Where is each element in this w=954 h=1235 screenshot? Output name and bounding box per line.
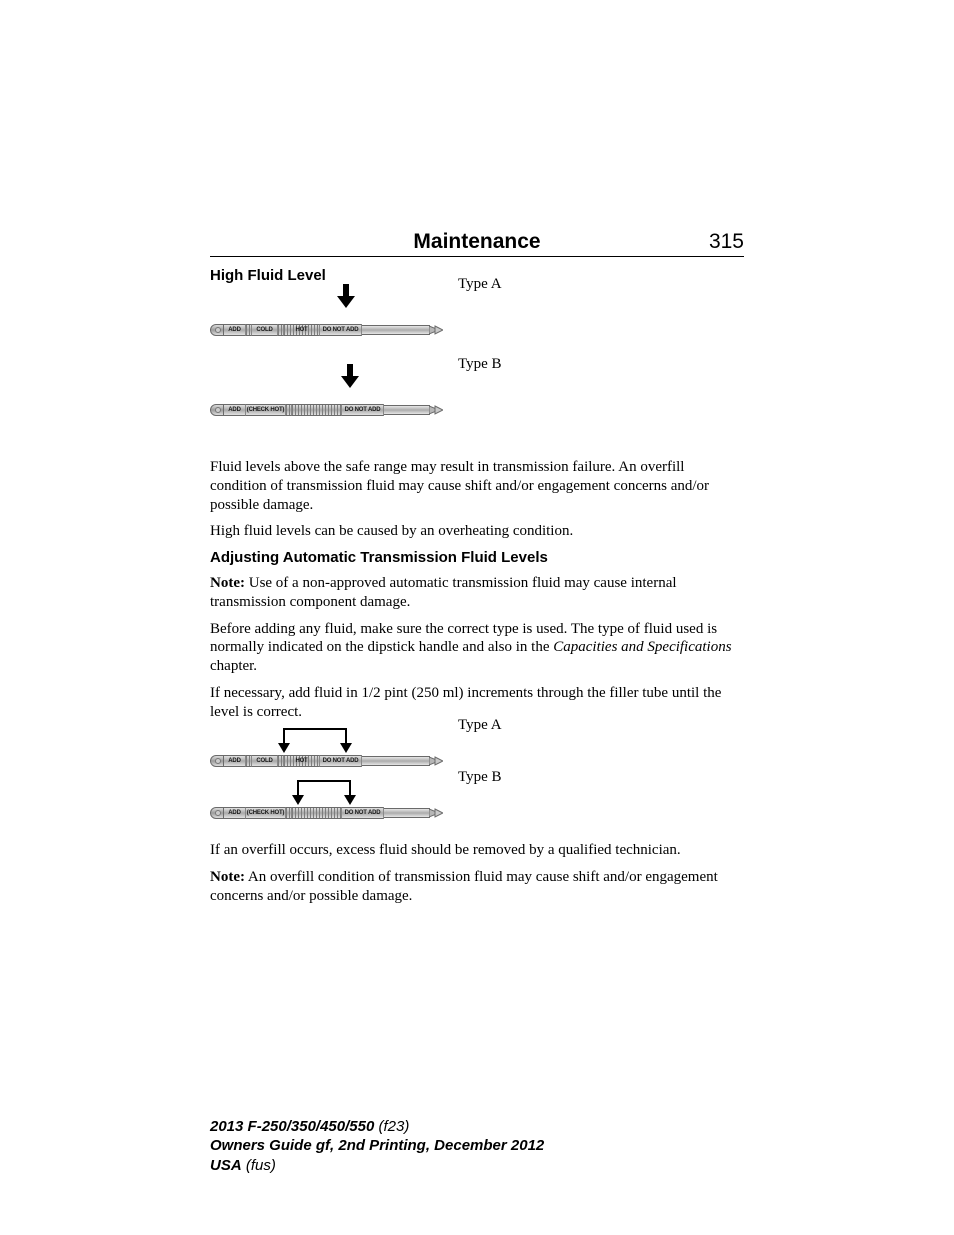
dipstick-adj-type-b: ADD(CHECK HOT) DO NOT ADD [210, 781, 442, 827]
dipstick-end [430, 757, 442, 765]
dipstick-segment: ADD [224, 755, 246, 767]
para-adj-2-italic: Capacities and Specifications [553, 639, 731, 655]
dipstick-end [430, 809, 442, 817]
footer-fus: (fus) [242, 1157, 276, 1174]
dipstick-segment: DO NOT ADD [320, 324, 362, 336]
para-high-2: High fluid levels can be caused by an ov… [210, 522, 744, 541]
dipstick-segment: HOT [284, 324, 320, 336]
dipstick-segment [292, 404, 342, 416]
dipstick-body: ADD COLD HOTDO NOT ADD [210, 324, 442, 336]
note-label: Note: [210, 575, 245, 591]
caption-adj-type-b: Type B [458, 769, 502, 786]
dipstick-segment: DO NOT ADD [320, 755, 362, 767]
para-adj-3: If necessary, add fluid in 1/2 pint (250… [210, 684, 744, 722]
dipstick-segment: ADD [224, 324, 246, 336]
dipstick-segment: COLD [252, 324, 278, 336]
dipstick-shaft [362, 325, 430, 335]
para-adj-2: Before adding any fluid, make sure the c… [210, 620, 744, 676]
dipstick-shaft [384, 808, 430, 818]
dipstick-adj-type-a: ADD COLD HOTDO NOT ADD [210, 729, 442, 775]
dipstick-segment: ADD [224, 404, 246, 416]
dipstick-shaft [384, 405, 430, 415]
dipstick-body: ADD(CHECK HOT) DO NOT ADD [210, 404, 442, 416]
chapter-title: Maintenance [270, 230, 684, 254]
footer-line-1: 2013 F-250/350/450/550 (f23) [210, 1117, 544, 1137]
dipstick-segment: (CHECK HOT) [246, 404, 286, 416]
footer-line-2: Owners Guide gf, 2nd Printing, December … [210, 1136, 544, 1156]
caption-type-a: Type A [458, 276, 502, 293]
dipstick-type-a: ADD COLD HOTDO NOT ADD [210, 288, 442, 344]
note2-label: Note: [210, 869, 245, 885]
note1-text: Use of a non-approved automatic transmis… [210, 575, 677, 610]
dipstick-segment [292, 807, 342, 819]
dipstick-segment: HOT [284, 755, 320, 767]
para-adj-note2: Note: An overfill condition of transmiss… [210, 868, 744, 906]
para-adj-2b: chapter. [210, 658, 257, 674]
dipstick-type-b: ADD(CHECK HOT) DO NOT ADD [210, 368, 442, 424]
dipstick-end [430, 406, 442, 414]
dipstick-tip [210, 404, 224, 416]
footer-model: 2013 F-250/350/450/550 [210, 1118, 374, 1135]
footer-code: (f23) [374, 1118, 409, 1135]
dipstick-end [430, 326, 442, 334]
figure-high-type-b: ADD(CHECK HOT)DO NOT ADD Type B [210, 368, 744, 424]
dipstick-tip [210, 807, 224, 819]
dipstick-segment: (CHECK HOT) [246, 807, 286, 819]
dipstick-segment: ADD [224, 807, 246, 819]
heading-adjusting: Adjusting Automatic Transmission Fluid L… [210, 549, 744, 566]
caption-type-b: Type B [458, 356, 502, 373]
dipstick-segment: DO NOT ADD [342, 807, 384, 819]
dipstick-shaft [362, 756, 430, 766]
dipstick-segment: COLD [252, 755, 278, 767]
page-header: Maintenance 315 [210, 230, 744, 257]
footer-country: USA [210, 1157, 242, 1174]
page-footer: 2013 F-250/350/450/550 (f23) Owners Guid… [210, 1117, 544, 1176]
figure-adj-type-b: ADD(CHECK HOT)DO NOT ADD Type B [210, 781, 744, 827]
dipstick-body: ADD COLD HOTDO NOT ADD [210, 755, 442, 767]
para-high-1: Fluid levels above the safe range may re… [210, 458, 744, 514]
figure-high-type-a: ADDCOLDHOTDO NOT ADD Type A [210, 288, 744, 344]
dipstick-tip [210, 324, 224, 336]
para-adj-4: If an overfill occurs, excess fluid shou… [210, 841, 744, 860]
dipstick-segment: DO NOT ADD [342, 404, 384, 416]
dipstick-body: ADD(CHECK HOT) DO NOT ADD [210, 807, 442, 819]
dipstick-tip [210, 755, 224, 767]
page-container: Maintenance 315 High Fluid Level ADDCOLD… [0, 0, 954, 1235]
caption-adj-type-a: Type A [458, 717, 502, 734]
note2-text: An overfill condition of transmission fl… [210, 869, 718, 904]
footer-line-3: USA (fus) [210, 1156, 544, 1176]
page-number: 315 [684, 230, 744, 254]
para-adj-note1: Note: Use of a non-approved automatic tr… [210, 574, 744, 612]
